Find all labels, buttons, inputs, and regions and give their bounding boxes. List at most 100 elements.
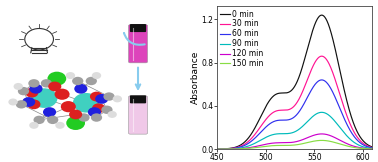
Line: 150 min: 150 min: [217, 140, 377, 149]
Circle shape: [92, 103, 105, 113]
0 min: [309, 33, 314, 35]
60 min: [375, 148, 378, 150]
0 min: [215, 148, 220, 150]
150 min: [319, 139, 324, 141]
Circle shape: [101, 106, 113, 114]
FancyBboxPatch shape: [130, 95, 146, 103]
60 min: [256, 134, 261, 136]
60 min: [287, 118, 292, 120]
Legend: 0 min, 30 min, 60 min, 90 min, 120 min, 150 min: 0 min, 30 min, 60 min, 90 min, 120 min, …: [220, 9, 264, 69]
Circle shape: [104, 92, 115, 101]
Circle shape: [88, 107, 101, 117]
FancyBboxPatch shape: [129, 25, 147, 63]
Circle shape: [113, 95, 122, 102]
Circle shape: [29, 84, 43, 94]
Circle shape: [25, 88, 39, 98]
60 min: [243, 144, 248, 146]
Y-axis label: Absorbance: Absorbance: [191, 51, 200, 104]
Circle shape: [91, 113, 102, 122]
30 min: [322, 56, 327, 58]
150 min: [336, 142, 340, 144]
Circle shape: [74, 84, 87, 94]
120 min: [319, 133, 324, 135]
FancyBboxPatch shape: [129, 96, 147, 134]
60 min: [319, 79, 324, 81]
Circle shape: [55, 122, 65, 129]
Circle shape: [27, 99, 40, 109]
Circle shape: [92, 72, 101, 79]
Circle shape: [8, 98, 18, 105]
150 min: [215, 148, 220, 150]
120 min: [287, 142, 292, 144]
90 min: [309, 117, 314, 119]
Circle shape: [28, 79, 40, 87]
30 min: [336, 87, 340, 89]
90 min: [215, 148, 220, 150]
60 min: [322, 80, 327, 82]
30 min: [375, 147, 378, 149]
120 min: [256, 145, 261, 147]
60 min: [215, 148, 220, 150]
FancyBboxPatch shape: [130, 24, 146, 32]
60 min: [309, 89, 314, 91]
Circle shape: [72, 77, 84, 85]
Circle shape: [107, 111, 117, 118]
Circle shape: [43, 107, 56, 117]
Circle shape: [48, 72, 66, 86]
Circle shape: [90, 92, 103, 101]
150 min: [309, 141, 314, 143]
Circle shape: [66, 116, 85, 130]
Line: 90 min: 90 min: [217, 112, 377, 149]
Circle shape: [47, 116, 58, 124]
150 min: [243, 148, 248, 150]
Circle shape: [73, 93, 99, 113]
90 min: [322, 112, 327, 114]
Circle shape: [78, 113, 90, 122]
120 min: [375, 148, 378, 150]
Circle shape: [54, 89, 70, 100]
120 min: [309, 135, 314, 137]
Circle shape: [16, 100, 27, 109]
30 min: [309, 68, 314, 70]
Line: 120 min: 120 min: [217, 134, 377, 149]
Circle shape: [41, 79, 52, 87]
Circle shape: [69, 110, 82, 119]
0 min: [243, 140, 248, 142]
90 min: [287, 132, 292, 134]
150 min: [256, 146, 261, 148]
0 min: [319, 14, 324, 16]
30 min: [215, 148, 220, 150]
30 min: [256, 129, 261, 131]
90 min: [375, 148, 378, 150]
150 min: [322, 139, 327, 141]
Circle shape: [86, 77, 97, 85]
Circle shape: [31, 88, 57, 108]
0 min: [322, 16, 327, 17]
Line: 30 min: 30 min: [217, 56, 377, 149]
Circle shape: [34, 116, 45, 124]
Line: 0 min: 0 min: [217, 15, 377, 149]
Circle shape: [61, 101, 76, 112]
0 min: [375, 147, 378, 149]
120 min: [215, 148, 220, 150]
150 min: [375, 148, 378, 150]
Circle shape: [95, 94, 108, 104]
30 min: [287, 108, 292, 110]
120 min: [322, 133, 327, 135]
90 min: [319, 111, 324, 113]
Circle shape: [66, 72, 75, 79]
Circle shape: [22, 97, 35, 107]
60 min: [336, 103, 340, 105]
120 min: [336, 138, 340, 140]
0 min: [336, 60, 340, 62]
90 min: [256, 140, 261, 142]
Circle shape: [14, 83, 23, 90]
Circle shape: [18, 87, 29, 95]
Circle shape: [48, 81, 61, 91]
0 min: [287, 91, 292, 93]
Circle shape: [29, 122, 39, 129]
FancyArrowPatch shape: [124, 33, 145, 45]
Line: 60 min: 60 min: [217, 80, 377, 149]
90 min: [336, 124, 340, 126]
30 min: [243, 143, 248, 145]
